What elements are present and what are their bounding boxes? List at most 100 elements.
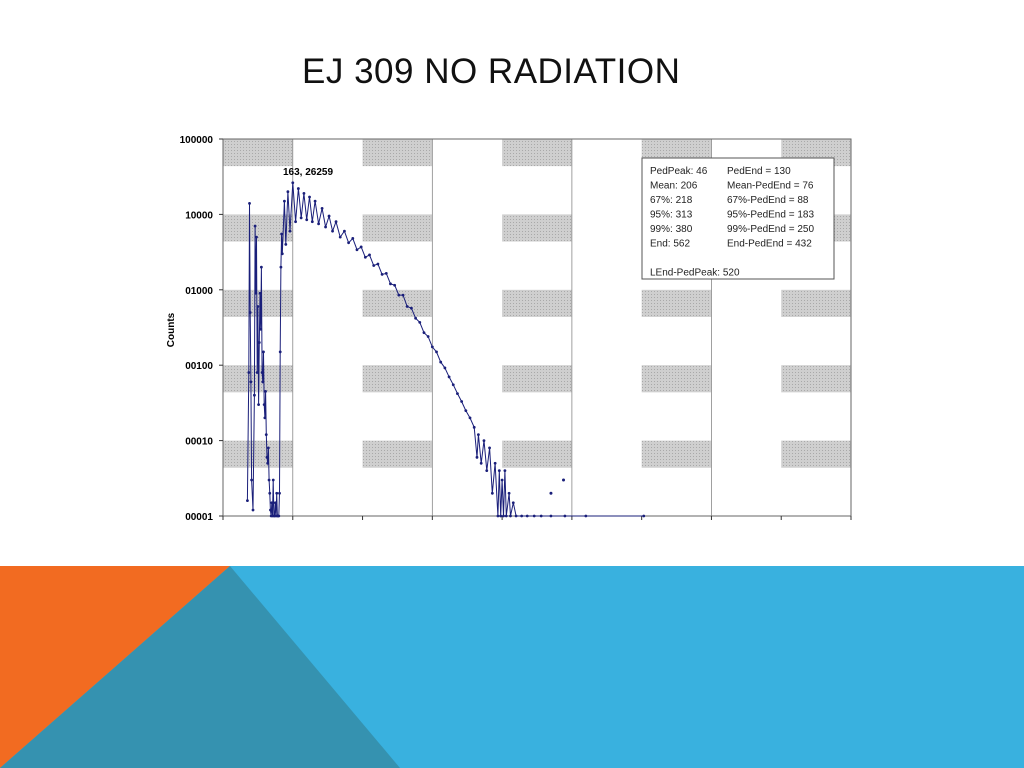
stats-left-cell: Mean: 206	[650, 181, 698, 192]
data-point	[266, 446, 270, 450]
data-point	[479, 461, 483, 465]
data-point	[397, 293, 401, 297]
data-point	[376, 262, 380, 266]
data-point	[288, 229, 292, 233]
y-tick-label: 100000	[180, 135, 214, 146]
data-point	[363, 255, 367, 259]
stats-left-cell: 95%: 313	[650, 210, 693, 221]
data-point	[422, 331, 426, 335]
peak-annotation: 163, 26259	[283, 167, 333, 178]
background-band	[641, 440, 712, 468]
data-point	[451, 383, 455, 387]
data-point	[430, 345, 434, 349]
data-point	[320, 207, 324, 210]
data-point	[308, 195, 311, 199]
stats-box-frame	[641, 157, 835, 280]
data-point	[324, 225, 327, 229]
data-point	[262, 403, 266, 407]
data-point	[499, 514, 503, 518]
data-point	[305, 218, 309, 222]
stats-left-cell: End: 562	[650, 239, 690, 250]
data-point	[464, 409, 468, 412]
data-point	[443, 366, 447, 370]
data-point	[503, 469, 507, 473]
data-point	[393, 283, 397, 287]
counts-log-chart: 100000 10000 01000 00100 00010 00001 163, 262…	[166, 135, 852, 523]
data-point	[372, 264, 376, 267]
data-point	[476, 433, 480, 437]
background-band	[502, 440, 572, 468]
data-point	[251, 508, 255, 512]
data-point	[327, 214, 331, 218]
stats-left-cell: 67%: 218	[650, 195, 693, 206]
data-point	[262, 350, 265, 354]
background-band	[502, 139, 572, 167]
data-point	[310, 220, 314, 224]
data-point	[259, 327, 263, 331]
data-point	[270, 501, 274, 505]
data-point	[460, 400, 464, 403]
data-point	[549, 514, 553, 518]
stats-right-cell: End-PedEnd = 432	[727, 239, 812, 250]
data-point	[250, 478, 254, 482]
background-band	[502, 214, 572, 242]
data-point	[249, 380, 253, 384]
data-point	[275, 491, 279, 495]
data-point	[490, 491, 494, 495]
data-point	[410, 306, 413, 310]
data-point	[511, 501, 515, 505]
data-point	[642, 514, 646, 518]
stats-left-cell: PedPeak: 46	[650, 166, 708, 177]
data-point	[313, 199, 317, 203]
data-point	[257, 341, 261, 344]
data-point	[269, 508, 272, 512]
data-point	[351, 237, 355, 240]
stats-box: PedPeak: 46 PedEnd = 130 Mean: 206 Mean-Ped…	[641, 157, 835, 280]
background-band	[641, 365, 712, 393]
data-point	[405, 305, 409, 308]
data-point	[472, 425, 476, 429]
data-point	[247, 371, 251, 374]
data-point	[278, 350, 282, 354]
stats-footer: LEnd-PedPeak: 520	[650, 268, 740, 279]
data-point	[539, 514, 543, 518]
background-band	[223, 139, 293, 167]
data-point	[296, 187, 300, 190]
data-point	[294, 220, 297, 224]
data-point	[418, 320, 422, 324]
background-band	[362, 289, 433, 317]
data-point	[384, 272, 388, 275]
data-point	[525, 514, 529, 518]
data-point	[549, 491, 553, 495]
data-point	[264, 389, 267, 393]
data-point	[283, 199, 286, 203]
data-point	[468, 416, 472, 420]
stats-left-cell: 99%: 380	[650, 224, 693, 235]
data-point	[286, 190, 290, 194]
y-tick-label: 00100	[185, 361, 213, 372]
data-point	[331, 229, 334, 233]
data-point	[317, 222, 320, 226]
data-point	[256, 305, 260, 308]
background-band	[781, 365, 851, 393]
background-band	[781, 289, 851, 317]
data-point	[485, 469, 489, 473]
background-band	[502, 289, 572, 317]
stats-right-cell: 95%-PedEnd = 183	[727, 210, 814, 221]
data-point	[271, 478, 275, 482]
background-band	[223, 214, 293, 242]
data-point	[532, 514, 536, 518]
series-line	[246, 182, 644, 517]
background-band	[362, 139, 433, 167]
data-point	[255, 371, 259, 374]
data-point	[260, 371, 264, 374]
data-point	[368, 253, 371, 257]
data-point	[504, 514, 508, 518]
data-point	[277, 514, 281, 518]
data-point	[401, 293, 405, 297]
y-tick-label: 00010	[185, 437, 213, 448]
data-point	[562, 478, 566, 482]
background-band	[641, 289, 712, 317]
data-point	[257, 403, 260, 407]
data-point	[414, 316, 417, 320]
